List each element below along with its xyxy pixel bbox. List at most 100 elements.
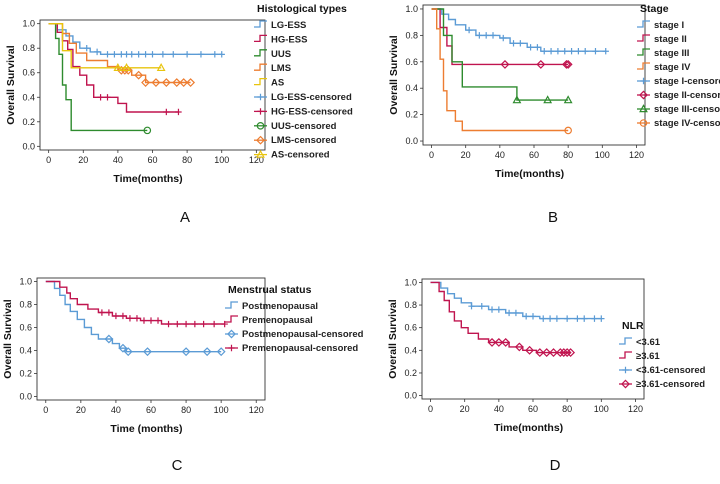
legend-swatch — [637, 20, 650, 28]
y-tick-label: 0.8 — [404, 300, 417, 310]
y-tick-label: 1.0 — [22, 19, 35, 29]
survival-curve-2 — [48, 23, 148, 132]
legend-label: LMS — [271, 63, 291, 74]
censor-mark-1 — [549, 348, 558, 358]
legend-censor-symbol — [640, 77, 647, 85]
survival-curve-4 — [48, 23, 162, 69]
censor-mark-0 — [143, 347, 152, 357]
km-panel-b: 0.0 0.2 0.4 0.6 0.8 1.0 0 20 40 60 80 100 120 Time(mo… — [388, 3, 720, 226]
km-panel-a: 0.0 0.2 0.4 0.6 0.8 1.0 0 20 40 60 80 100 120 Time(mo… — [5, 3, 353, 226]
legend-label: stage IV-censored — [654, 118, 720, 129]
censor-mark-1 — [104, 94, 111, 101]
legend-title: NLR — [622, 320, 644, 332]
censor-mark-0 — [582, 48, 589, 55]
legend-label: stage I-censored — [654, 76, 720, 87]
censor-mark-0 — [142, 51, 149, 58]
x-tick-label: 0 — [43, 405, 48, 415]
x-tick-label: 60 — [529, 150, 539, 160]
censor-mark-1 — [559, 348, 569, 358]
x-tick-label: 120 — [249, 155, 264, 165]
x-tick-label: 20 — [460, 404, 470, 414]
censor-mark-0 — [104, 334, 114, 344]
legend-label: stage III-censored — [654, 104, 720, 115]
legend-label: LMS-censored — [271, 135, 337, 146]
censor-mark-1 — [98, 309, 106, 316]
x-tick-label: 20 — [78, 155, 88, 165]
survival-curve-0 — [45, 280, 222, 353]
censor-mark-2 — [543, 95, 553, 104]
legend-label: Postmenopausal — [242, 301, 318, 312]
censor-mark-0 — [592, 48, 599, 55]
x-tick-label: 40 — [494, 404, 504, 414]
x-tick-label: 100 — [214, 155, 229, 165]
censor-mark-0 — [517, 40, 524, 47]
y-tick-label: 0.8 — [22, 43, 35, 53]
survival-curve-2 — [431, 8, 569, 101]
x-tick-label: 0 — [429, 150, 434, 160]
y-tick-label: 0.6 — [22, 68, 35, 78]
censor-mark-3 — [179, 78, 189, 87]
legend-label: Premenopausal — [242, 315, 313, 326]
legend-label: stage II — [654, 34, 687, 45]
censor-mark-4 — [113, 62, 123, 72]
censor-mark-0 — [561, 48, 568, 55]
censor-mark-1 — [535, 348, 545, 358]
censor-mark-1 — [126, 315, 134, 322]
survival-curve-1 — [45, 280, 225, 325]
censor-mark-2 — [143, 126, 152, 135]
x-tick-label: 80 — [562, 404, 572, 414]
y-tick-label: 0.2 — [405, 110, 418, 120]
y-tick-label: 0.4 — [405, 83, 418, 93]
legend-censor-symbol — [256, 135, 265, 145]
censor-mark-0 — [118, 343, 128, 353]
censor-mark-4 — [122, 62, 131, 72]
censor-mark-0 — [581, 315, 588, 322]
legend-label: stage II-censored — [654, 90, 720, 101]
legend-label: UUS-censored — [271, 121, 337, 132]
censor-mark-0 — [489, 32, 497, 39]
panel-label: C — [172, 457, 183, 474]
y-tick-label: 0.2 — [22, 117, 35, 127]
censor-mark-1 — [561, 59, 571, 69]
x-tick-label: 80 — [181, 405, 191, 415]
censor-mark-1 — [133, 315, 141, 322]
legend-censor-symbol — [256, 122, 265, 130]
censor-mark-0 — [482, 32, 490, 39]
censor-mark-1 — [200, 320, 207, 328]
legend-censor-symbol — [228, 344, 235, 352]
legend-swatch — [637, 48, 650, 56]
y-tick-label: 0.4 — [22, 92, 35, 102]
censor-mark-0 — [128, 51, 135, 58]
censor-mark-3 — [151, 78, 161, 87]
censor-mark-1 — [105, 309, 113, 316]
plot-frame — [421, 278, 645, 400]
censor-mark-1 — [536, 59, 546, 69]
censor-mark-0 — [83, 45, 90, 52]
y-tick-label: 0.4 — [19, 346, 32, 356]
censor-mark-1 — [174, 320, 181, 328]
legend-title: Stage — [640, 3, 669, 15]
legend-label: stage IV — [654, 62, 691, 73]
censor-mark-0 — [553, 315, 561, 322]
legend-label: AS — [271, 78, 284, 89]
censor-mark-0 — [135, 51, 142, 58]
y-tick-label: 0.2 — [19, 369, 32, 379]
censor-mark-0 — [534, 44, 541, 51]
censor-mark-1 — [97, 94, 104, 101]
legend-label: ≥3.61 — [636, 351, 660, 362]
legend-label: stage I — [654, 20, 684, 31]
censor-mark-1 — [210, 320, 218, 328]
censor-mark-1 — [112, 312, 120, 320]
censor-mark-0 — [591, 315, 598, 322]
km-panel-c: 0.0 0.2 0.4 0.6 0.8 1.0 0 20 40 60 80 100 120 Time (m… — [2, 276, 364, 474]
censor-mark-0 — [598, 315, 605, 322]
panel-label: B — [548, 209, 558, 226]
x-tick-label: 60 — [528, 404, 538, 414]
x-tick-label: 0 — [46, 155, 51, 165]
legend-title: Histological types — [257, 3, 347, 15]
x-tick-label: 20 — [461, 150, 471, 160]
censor-mark-1 — [500, 59, 510, 69]
y-axis-title: Overall Survival — [388, 35, 400, 114]
survival-curve-3 — [431, 8, 569, 132]
censor-mark-0 — [123, 347, 133, 357]
